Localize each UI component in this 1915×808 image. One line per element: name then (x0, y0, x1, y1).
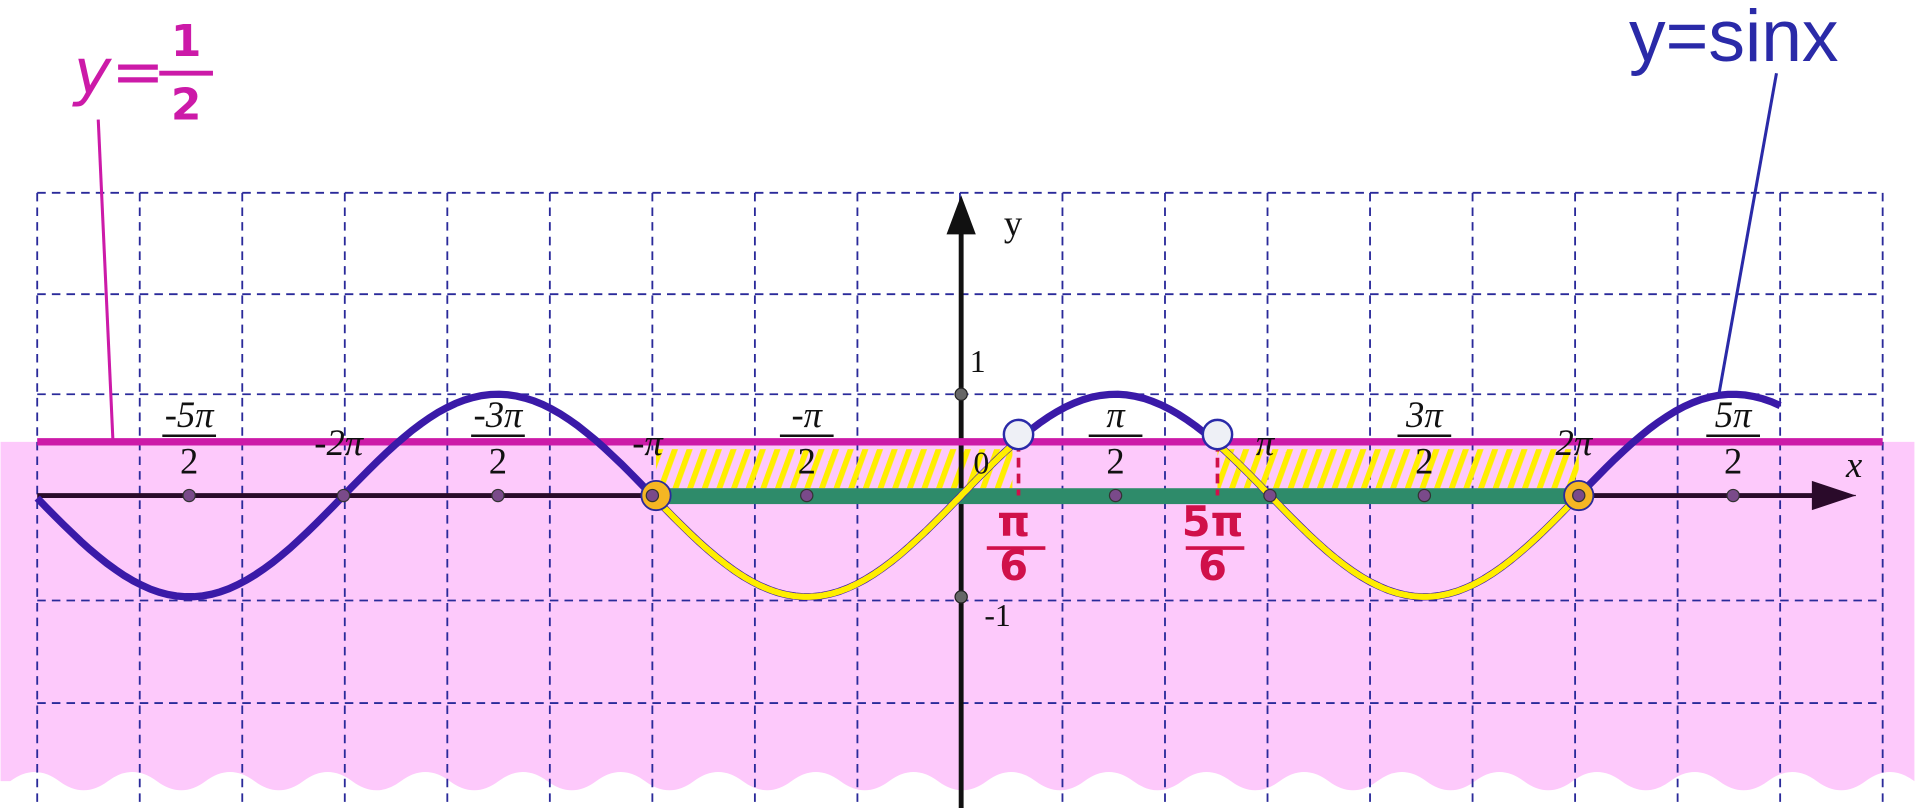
root-numerator: 5π (1182, 497, 1244, 546)
x-tick (645, 488, 660, 503)
x-tick-numerator: 3π (1405, 394, 1444, 435)
x-tick-numerator: -3π (474, 394, 524, 435)
x-axis-label: x (1845, 444, 1862, 485)
x-tick (1417, 488, 1432, 503)
x-tick-denominator: 2 (1724, 440, 1742, 481)
x-tick-numerator: 5π (1715, 394, 1753, 435)
root-numerator: π (997, 497, 1030, 546)
y-tick-label: -1 (984, 598, 1010, 633)
root-denominator: 6 (999, 541, 1028, 590)
solution-curve (1216, 442, 1581, 600)
x-tick (491, 488, 505, 503)
open-point (1201, 418, 1234, 451)
hatch-right (1217, 449, 1579, 489)
x-arrow (1811, 480, 1856, 511)
x-tick (1108, 488, 1123, 503)
sine-label: y=sinx (1629, 0, 1839, 77)
x-tick-denominator: 2 (1415, 440, 1433, 481)
pointer-left (96, 119, 115, 440)
x-tick-label: 2π (1556, 422, 1594, 463)
half-line-lhs: y= (72, 34, 165, 108)
x-tick-label: π (1256, 422, 1276, 463)
x-tick-numerator: -π (791, 394, 823, 435)
y-arrow (946, 195, 976, 235)
x-tick (336, 488, 351, 503)
x-tick (182, 488, 196, 503)
y-tick (954, 387, 968, 401)
x-tick-denominator: 2 (489, 440, 507, 481)
open-point (1002, 418, 1035, 451)
y-tick (954, 590, 968, 604)
root-denominator: 6 (1198, 541, 1227, 590)
x-tick-label: -π (632, 422, 664, 463)
origin-label: 0 (973, 446, 989, 481)
y-tick-label: 1 (970, 344, 986, 379)
x-tick-denominator: 2 (798, 440, 816, 481)
pointer-right (1717, 72, 1778, 394)
hatch-left (656, 449, 1013, 489)
half-numerator: 1 (171, 16, 202, 67)
x-tick-numerator: -5π (165, 394, 215, 435)
x-tick-denominator: 2 (180, 440, 198, 481)
x-tick (1572, 488, 1586, 503)
x-tick (1726, 488, 1740, 503)
x-tick-denominator: 2 (1106, 440, 1124, 481)
x-tick-numerator: π (1106, 394, 1126, 435)
x-tick-label: -2π (314, 422, 364, 463)
solution-curve (650, 442, 1015, 600)
half-denominator: 2 (171, 79, 202, 130)
x-tick (800, 488, 814, 503)
x-tick (1263, 488, 1277, 503)
y-axis-label: y (1004, 202, 1023, 243)
